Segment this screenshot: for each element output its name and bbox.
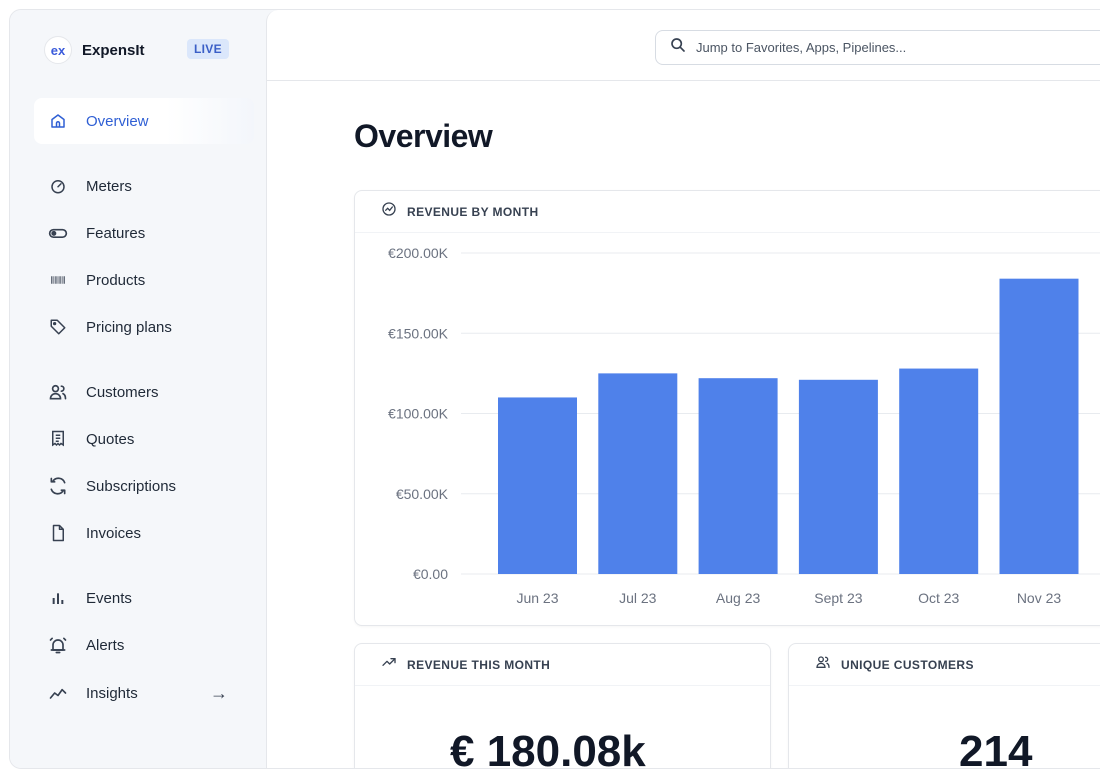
sidebar-item-label: Insights bbox=[86, 684, 138, 702]
search-icon bbox=[670, 37, 686, 58]
x-tick-label: Oct 23 bbox=[918, 590, 959, 606]
card-header: UNIQUE CUSTOMERS bbox=[789, 644, 1100, 686]
sidebar-item-label: Meters bbox=[86, 177, 132, 195]
sidebar-item-features[interactable]: Features bbox=[34, 210, 254, 256]
tag-icon bbox=[48, 317, 68, 337]
y-tick-label: €200.00K bbox=[388, 245, 449, 261]
search-input[interactable]: Jump to Favorites, Apps, Pipelines... bbox=[655, 30, 1100, 65]
sidebar-item-products[interactable]: Products bbox=[34, 257, 254, 303]
y-tick-label: €150.00K bbox=[388, 325, 449, 341]
bar bbox=[498, 397, 577, 574]
sidebar-item-overview[interactable]: Overview bbox=[34, 98, 254, 144]
barcode-icon bbox=[48, 270, 68, 290]
sidebar-item-events[interactable]: Events bbox=[34, 575, 254, 621]
trending-up-icon bbox=[381, 654, 397, 675]
gauge-icon bbox=[48, 176, 68, 196]
brand[interactable]: ex ExpensIt bbox=[44, 36, 145, 64]
sidebar-item-label: Quotes bbox=[86, 430, 135, 448]
arrow-right-icon[interactable]: → bbox=[210, 682, 228, 703]
app-window: ex ExpensIt LIVE Overview Meters Feature… bbox=[9, 9, 1100, 769]
sidebar-item-alerts[interactable]: Alerts bbox=[34, 622, 254, 668]
sidebar-item-label: Invoices bbox=[86, 524, 142, 542]
search-placeholder: Jump to Favorites, Apps, Pipelines... bbox=[696, 40, 907, 55]
bar-chart-icon bbox=[48, 588, 68, 608]
sidebar-item-label: Customers bbox=[86, 383, 159, 401]
card-title: UNIQUE CUSTOMERS bbox=[841, 657, 974, 672]
unique-customers-value: 214 bbox=[959, 727, 1033, 769]
sidebar-item-label: Features bbox=[86, 224, 146, 242]
trend-icon bbox=[48, 683, 68, 703]
sidebar-item-label: Products bbox=[86, 271, 146, 289]
sidebar-item-insights[interactable]: Insights → bbox=[34, 670, 254, 716]
revenue-this-month-card: REVENUE THIS MONTH € 180.08k bbox=[354, 643, 771, 769]
page-title: Overview bbox=[354, 118, 493, 154]
revenue-this-month-value: € 180.08k bbox=[450, 727, 646, 769]
sidebar-item-subscriptions[interactable]: Subscriptions bbox=[34, 463, 254, 509]
unique-customers-card: UNIQUE CUSTOMERS 214 bbox=[788, 643, 1100, 769]
bar bbox=[698, 378, 778, 574]
users-icon bbox=[48, 382, 68, 402]
card-title: REVENUE THIS MONTH bbox=[407, 657, 551, 672]
sidebar-item-customers[interactable]: Customers bbox=[34, 369, 254, 415]
sidebar: ex ExpensIt LIVE Overview Meters Feature… bbox=[10, 10, 266, 768]
main-content: Jump to Favorites, Apps, Pipelines... Ov… bbox=[266, 10, 1100, 768]
sidebar-item-invoices[interactable]: Invoices bbox=[34, 510, 254, 556]
receipt-icon bbox=[48, 429, 68, 449]
sidebar-item-meters[interactable]: Meters bbox=[34, 163, 254, 209]
file-icon bbox=[48, 523, 68, 543]
card-header: REVENUE THIS MONTH bbox=[355, 644, 770, 686]
bar bbox=[999, 278, 1079, 574]
x-tick-label: Sept 23 bbox=[814, 590, 862, 606]
sidebar-item-label: Pricing plans bbox=[86, 318, 172, 336]
logo: ex bbox=[44, 36, 72, 64]
sidebar-item-quotes[interactable]: Quotes bbox=[34, 416, 254, 462]
sidebar-item-label: Overview bbox=[86, 112, 149, 130]
sidebar-item-label: Alerts bbox=[86, 636, 125, 654]
revenue-chart-card: REVENUE BY MONTH €0.00 €50.00K €100.00K €15… bbox=[354, 190, 1100, 626]
refresh-icon bbox=[48, 476, 68, 496]
topbar: Jump to Favorites, Apps, Pipelines... bbox=[267, 10, 1100, 81]
sidebar-item-label: Events bbox=[86, 589, 132, 607]
y-tick-label: €0.00 bbox=[413, 566, 448, 582]
home-icon bbox=[48, 111, 68, 131]
x-tick-label: Nov 23 bbox=[1017, 590, 1062, 606]
revenue-icon bbox=[381, 201, 397, 222]
bar bbox=[899, 368, 979, 574]
live-badge: LIVE bbox=[187, 39, 229, 59]
card-title: REVENUE BY MONTH bbox=[407, 204, 539, 219]
users-icon bbox=[815, 654, 831, 675]
brand-name: ExpensIt bbox=[82, 41, 145, 59]
bar bbox=[798, 379, 878, 574]
toggle-icon bbox=[48, 223, 68, 243]
sidebar-item-label: Subscriptions bbox=[86, 477, 177, 495]
sidebar-item-pricing-plans[interactable]: Pricing plans bbox=[34, 304, 254, 350]
alarm-icon bbox=[48, 635, 68, 655]
x-tick-label: Jun 23 bbox=[516, 590, 558, 606]
y-tick-label: €100.00K bbox=[388, 406, 449, 422]
card-header: REVENUE BY MONTH bbox=[355, 191, 1100, 233]
revenue-bar-chart: €0.00 €50.00K €100.00K €150.00K €200.00K Jun … bbox=[388, 245, 1100, 606]
x-tick-label: Jul 23 bbox=[619, 590, 657, 606]
bar bbox=[598, 373, 678, 574]
y-tick-label: €50.00K bbox=[396, 486, 449, 502]
x-tick-label: Aug 23 bbox=[716, 590, 761, 606]
